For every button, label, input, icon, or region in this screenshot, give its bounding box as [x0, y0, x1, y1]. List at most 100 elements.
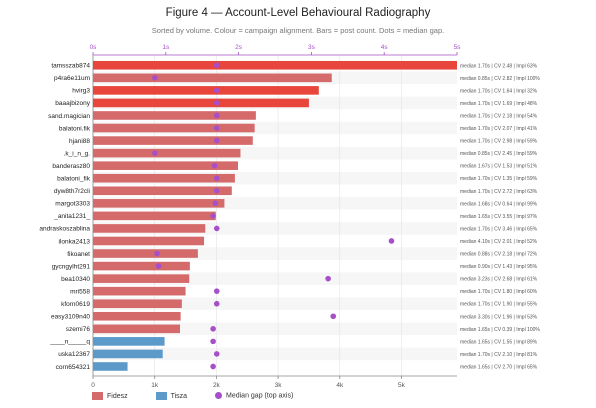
row-band: [93, 322, 457, 336]
legend-label-fidesz: Fidesz: [107, 392, 128, 400]
median-gap-dot: [330, 313, 337, 320]
y-tick-label: margot3303: [55, 201, 90, 208]
bar: [93, 236, 205, 246]
bar: [93, 199, 225, 208]
bar-annotation: median 1.70s | CV 2.48 | Impl 63%: [460, 63, 538, 69]
legend-label-tisza: Tisza: [170, 392, 188, 400]
median-gap-dot: [210, 213, 216, 219]
median-gap-dot: [213, 175, 220, 182]
top-axis-tick-label: 2s: [235, 44, 243, 51]
median-gap-dot: [213, 351, 220, 357]
legend-swatch-tisza: [155, 392, 167, 400]
y-tick-label: dyw8th7r2cli: [54, 188, 90, 195]
bar: [93, 111, 256, 120]
bar-annotation: median 1.65s | CV 1.55 | Impl 89%: [460, 339, 538, 345]
bar-annotation: median 1.65s | CV 0.39 | Impl 100%: [460, 327, 540, 333]
legend-item-fidesz: Fidesz: [92, 392, 128, 400]
bar-annotation: median 1.68s | CV 0.64 | Impl 99%: [460, 201, 538, 207]
y-tick-label: ____n_____q: [49, 339, 90, 346]
row-band: [93, 297, 457, 310]
bar-annotation: median 1.65s | CV 2.70 | Impl 65%: [460, 364, 538, 370]
bar-annotation: median 1.67s | CV 1.53 | Impl 51%: [460, 164, 538, 170]
bar-annotation: median 3.23s | CV 2.68 | Impl 61%: [460, 277, 538, 283]
x-axis-tick-label: 2k: [213, 382, 221, 389]
x-axis-tick-label: 5k: [398, 382, 406, 389]
median-gap-dot: [155, 263, 162, 269]
y-tick-label: balatoni.fik: [59, 125, 91, 132]
bar-annotation: median 1.65s | CV 3.55 | Impl 97%: [460, 214, 538, 220]
bar: [93, 211, 216, 221]
median-gap-dot: [213, 225, 220, 232]
bar-annotation: median 4.10s | CV 2.01 | Impl 52%: [460, 239, 538, 245]
bar: [93, 224, 206, 233]
y-tick-label: easy3109n40: [51, 314, 90, 321]
legend: Fidesz Tisza Median gap (top axis): [92, 392, 319, 400]
top-axis-tick-label: 0s: [90, 44, 98, 51]
bar: [93, 274, 190, 283]
bar: [93, 311, 181, 321]
bar-annotation: median 1.70s | CV 2.98 | Impl 59%: [460, 139, 538, 145]
median-gap-dot: [212, 200, 219, 207]
median-gap-dot: [213, 187, 220, 194]
median-gap-dot: [213, 87, 220, 94]
y-tick-label: .k_i_n_g.: [64, 150, 91, 157]
y-tick-label: corn654321: [56, 364, 91, 371]
y-tick-label: szemi76: [66, 326, 91, 333]
y-tick-label: gycngylht291: [52, 263, 91, 270]
bar: [93, 186, 232, 196]
y-tick-label: kforn0619: [61, 301, 90, 308]
bar: [93, 161, 238, 170]
bar-chart: 0s1s2s3s4s5s01k2k3k4k5kPost counttamssza…: [39, 44, 540, 389]
legend-item-median-gap: Median gap (top axis): [215, 392, 294, 400]
median-gap-dot: [210, 363, 216, 370]
y-tick-label: uska12367: [58, 351, 90, 358]
median-gap-dot: [154, 250, 160, 257]
bar-annotation: median 1.70s | CV 2.10 | Impl 81%: [460, 352, 538, 358]
legend-item-tisza: Tisza: [155, 392, 188, 400]
median-gap-dot: [152, 75, 158, 81]
row-band: [93, 347, 457, 361]
median-gap-dot: [325, 275, 331, 282]
bar-annotation: median 1.70s | CV 3.46 | Impl 65%: [460, 226, 538, 232]
bar: [93, 324, 180, 334]
median-gap-dot: [210, 326, 216, 332]
bar: [93, 136, 253, 145]
y-tick-label: banderasz80: [52, 163, 90, 170]
x-axis-tick-label: 4k: [336, 382, 344, 389]
median-gap-dot: [213, 300, 220, 307]
y-tick-label: sand.magician: [48, 113, 90, 120]
median-gap-dot: [213, 62, 220, 69]
bar: [93, 249, 198, 258]
x-axis-tick-label: 0: [91, 382, 95, 389]
y-tick-label: p4ra6e11um: [54, 75, 90, 82]
bar-annotation: median 1.70s | CV 2.18 | Impl 54%: [460, 113, 538, 119]
bar: [93, 60, 457, 70]
y-tick-label: _anita1231_: [53, 213, 90, 220]
bar: [93, 286, 186, 296]
y-tick-label: andraskoszablina: [39, 226, 90, 233]
bar-annotation: median 3.30s | CV 1.96 | Impl 53%: [460, 314, 538, 320]
top-axis-tick-label: 3s: [308, 44, 316, 51]
bar: [93, 173, 235, 183]
bar: [93, 362, 128, 371]
bar: [93, 86, 319, 95]
legend-swatch-fidesz: [92, 392, 103, 400]
median-gap-dot: [210, 338, 216, 345]
y-tick-label: hvirg3: [72, 88, 90, 95]
bar: [93, 148, 241, 158]
y-tick-label: balatoni_fik: [57, 176, 91, 183]
bar: [93, 337, 165, 346]
median-gap-dot: [213, 100, 220, 106]
legend-label-median-gap: Median gap (top axis): [226, 392, 294, 400]
x-axis-tick-label: 1k: [151, 382, 159, 389]
bar: [93, 123, 255, 133]
y-tick-label: mri558: [70, 288, 90, 295]
bar-annotation: median 0.85s | CV 2.45 | Impl 59%: [460, 151, 538, 157]
median-gap-dot: [152, 150, 158, 156]
bar-annotation: median 1.70s | CV 2.72 | Impl 63%: [460, 189, 538, 195]
top-axis-tick-label: 1s: [162, 44, 170, 51]
median-gap-dot: [388, 238, 395, 244]
bar-annotation: median 0.85s | CV 2.82 | Impl 100%: [460, 76, 540, 82]
y-tick-label: bea10340: [61, 276, 90, 283]
median-gap-dot: [213, 137, 220, 144]
